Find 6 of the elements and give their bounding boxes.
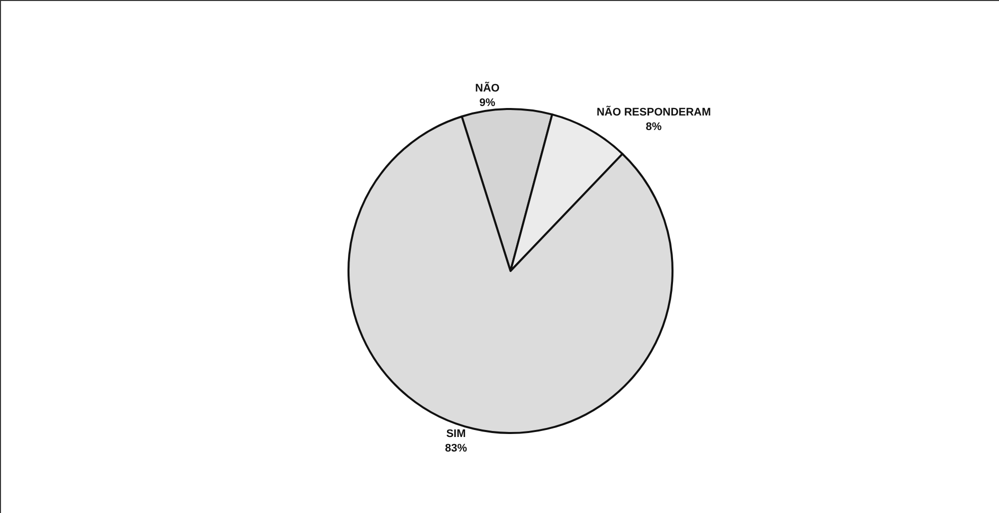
data-label: 9%	[479, 97, 496, 110]
data-label: 83%	[444, 442, 468, 454]
data-label: 8%	[646, 120, 662, 133]
slice-label: SIM	[446, 428, 466, 440]
slice-label: NÃO	[475, 82, 500, 95]
slice-label: NÃO RESPONDERAM	[596, 106, 711, 119]
